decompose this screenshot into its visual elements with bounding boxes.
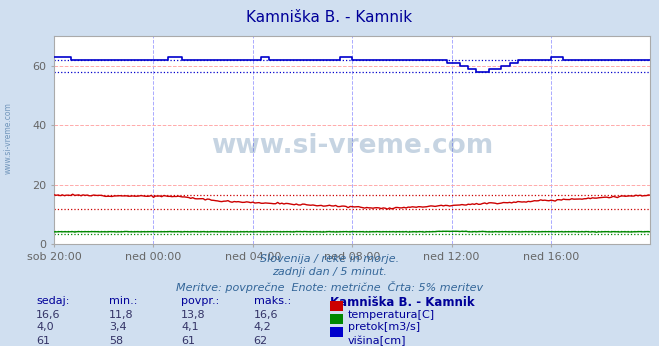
Text: 13,8: 13,8 (181, 310, 206, 320)
Text: 16,6: 16,6 (36, 310, 61, 320)
Text: 61: 61 (36, 336, 50, 346)
Text: 4,1: 4,1 (181, 322, 199, 333)
Text: min.:: min.: (109, 296, 137, 306)
Text: zadnji dan / 5 minut.: zadnji dan / 5 minut. (272, 267, 387, 277)
Text: Slovenija / reke in morje.: Slovenija / reke in morje. (260, 254, 399, 264)
Text: Meritve: povprečne  Enote: metrične  Črta: 5% meritev: Meritve: povprečne Enote: metrične Črta:… (176, 281, 483, 293)
Text: 4,2: 4,2 (254, 322, 272, 333)
Text: temperatura[C]: temperatura[C] (348, 310, 435, 320)
Text: 3,4: 3,4 (109, 322, 127, 333)
Text: 62: 62 (254, 336, 268, 346)
Text: 16,6: 16,6 (254, 310, 278, 320)
Text: 58: 58 (109, 336, 123, 346)
Text: maks.:: maks.: (254, 296, 291, 306)
Text: pretok[m3/s]: pretok[m3/s] (348, 322, 420, 333)
Text: sedaj:: sedaj: (36, 296, 70, 306)
Text: 11,8: 11,8 (109, 310, 133, 320)
Text: www.si-vreme.com: www.si-vreme.com (4, 102, 13, 174)
Text: povpr.:: povpr.: (181, 296, 219, 306)
Text: www.si-vreme.com: www.si-vreme.com (211, 133, 494, 160)
Text: 4,0: 4,0 (36, 322, 54, 333)
Text: višina[cm]: višina[cm] (348, 336, 407, 346)
Text: 61: 61 (181, 336, 195, 346)
Text: Kamniška B. - Kamnik: Kamniška B. - Kamnik (330, 296, 474, 309)
Text: Kamniška B. - Kamnik: Kamniška B. - Kamnik (246, 10, 413, 25)
